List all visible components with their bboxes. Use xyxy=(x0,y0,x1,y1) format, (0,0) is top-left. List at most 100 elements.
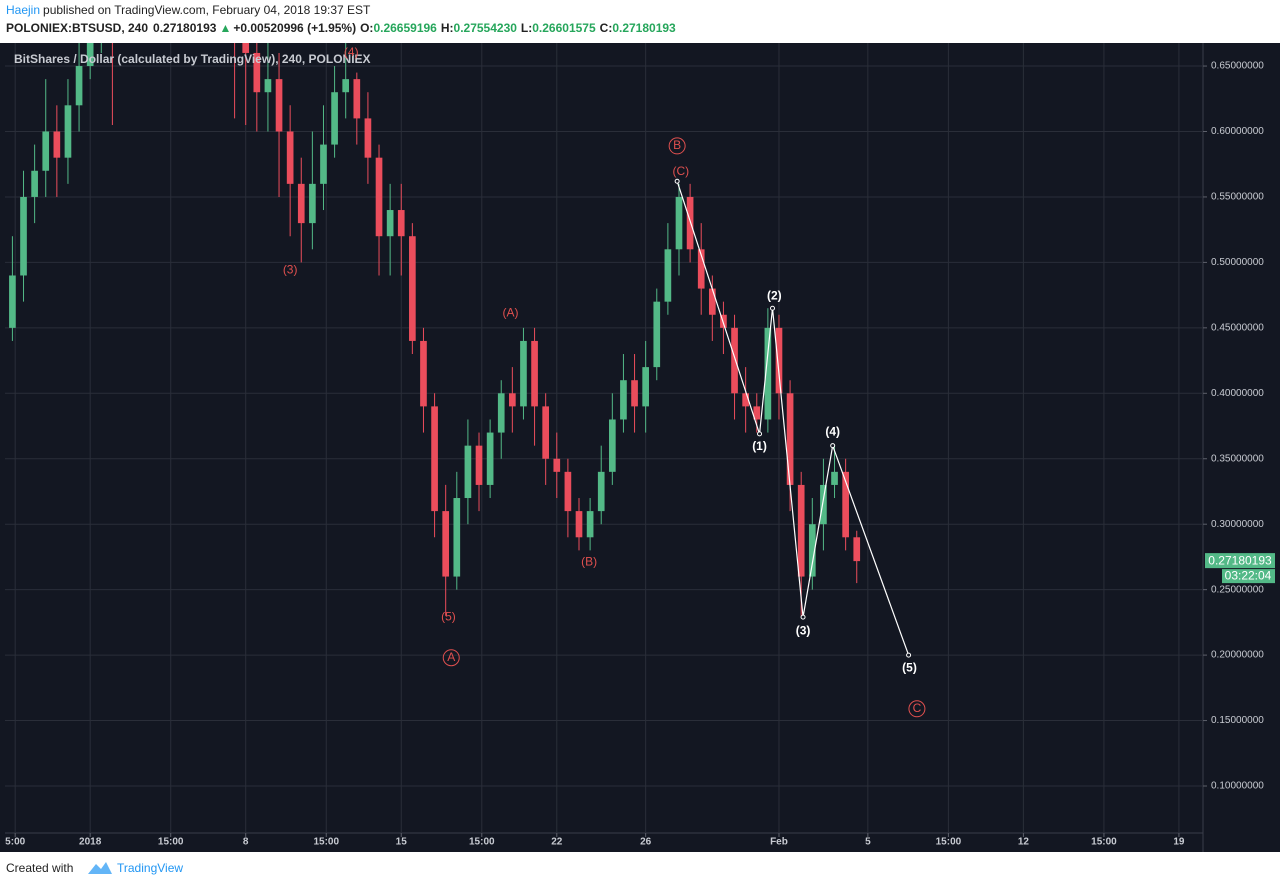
y-tick-label: 0.20000000 xyxy=(1211,650,1264,661)
annotation: (A) xyxy=(502,306,518,320)
candle-body xyxy=(264,79,272,93)
candle-body xyxy=(620,380,627,420)
candle-body xyxy=(9,275,16,328)
last-price: 0.27180193 xyxy=(153,21,217,35)
candle-body xyxy=(731,327,738,394)
symbol: POLONIEX:BTSUSD, 240 xyxy=(6,21,148,35)
annotation: (2) xyxy=(767,289,782,303)
candle-body xyxy=(697,249,705,289)
y-tick-label: 0.65000000 xyxy=(1211,61,1264,72)
y-tick-label: 0.35000000 xyxy=(1211,453,1264,464)
annotation-circle xyxy=(908,700,926,718)
y-tick-label: 0.15000000 xyxy=(1211,715,1264,726)
candle-body xyxy=(642,367,649,407)
author[interactable]: Haejin xyxy=(6,3,40,17)
price-label-box xyxy=(1205,553,1275,569)
candle-body xyxy=(242,43,250,53)
wave-point xyxy=(800,614,806,620)
annotation: (B) xyxy=(581,554,597,568)
candle-body xyxy=(64,105,72,158)
candle-body xyxy=(509,393,516,407)
chart-background xyxy=(0,43,1280,852)
candle-body xyxy=(120,0,127,1)
candle-body xyxy=(375,157,383,237)
wave-point xyxy=(674,178,680,184)
low-label: L: xyxy=(521,21,532,35)
header-line: Haejin published on TradingView.com, Febr… xyxy=(6,3,371,17)
candle-body xyxy=(831,471,838,485)
y-tick-label: 0.40000000 xyxy=(1211,388,1264,399)
candle-body xyxy=(297,183,305,224)
chart-title: BitShares / Dollar (calculated by Tradin… xyxy=(14,52,371,66)
x-tick-label: 22 xyxy=(551,837,563,848)
candle-body xyxy=(320,144,327,184)
candle-body xyxy=(431,406,438,512)
annotation-circle xyxy=(442,649,460,667)
x-tick-label: 26 xyxy=(640,837,652,848)
candle-body xyxy=(353,79,361,119)
x-tick-label: 19 xyxy=(1173,837,1185,848)
y-tick-label: 0.55000000 xyxy=(1211,192,1264,203)
candle-body xyxy=(442,511,450,577)
wave-point xyxy=(906,652,912,658)
candle-body xyxy=(553,458,561,472)
candle-body xyxy=(420,340,427,407)
y-tick-label: 0.25000000 xyxy=(1211,584,1264,595)
y-tick-label: 0.50000000 xyxy=(1211,257,1264,268)
x-tick-label: 8 xyxy=(243,837,249,848)
candle-body xyxy=(275,79,283,132)
annotation: (3) xyxy=(796,624,811,638)
x-tick-label: 5 xyxy=(865,837,871,848)
candle-body xyxy=(808,524,816,577)
annotation: C xyxy=(913,701,922,715)
candle-body xyxy=(497,393,505,433)
candle-body xyxy=(842,471,849,538)
candle-body xyxy=(309,183,316,224)
x-tick-label: 15:00 xyxy=(936,837,962,848)
candle-body xyxy=(109,0,116,1)
footer-created: Created with xyxy=(6,861,73,875)
annotation: A xyxy=(447,650,455,664)
countdown: 03:22:04 xyxy=(1225,568,1272,582)
candle-body xyxy=(397,210,405,237)
close-label: C: xyxy=(600,21,613,35)
annotation: B xyxy=(673,138,681,152)
countdown-box xyxy=(1222,569,1275,584)
candle-body xyxy=(775,327,783,394)
high-value: 0.27554230 xyxy=(454,21,518,35)
annotation: (5) xyxy=(902,660,917,674)
y-tick-label: 0.45000000 xyxy=(1211,322,1264,333)
candle-body xyxy=(575,511,583,538)
candle-body xyxy=(331,92,338,145)
candle-body xyxy=(786,393,794,485)
footer-brand[interactable]: TradingView xyxy=(117,861,183,875)
grid xyxy=(5,43,1207,837)
open-value: 0.26659196 xyxy=(373,21,437,35)
wave-point xyxy=(830,443,836,449)
x-tick-label: 2018 xyxy=(79,837,102,848)
candle-body xyxy=(820,484,827,525)
candle-body xyxy=(564,471,572,512)
annotation: (4) xyxy=(344,45,359,59)
x-tick-label: 5:00 xyxy=(5,837,25,848)
x-tick-label: 15:00 xyxy=(469,837,495,848)
candle-body xyxy=(253,52,261,93)
candle-body xyxy=(753,406,761,420)
candle-body xyxy=(586,511,594,538)
candle-body xyxy=(453,498,461,577)
candle-body xyxy=(286,131,294,184)
candle-body xyxy=(42,131,50,171)
price-label: 0.27180193 xyxy=(1208,553,1272,567)
candle-body xyxy=(464,445,472,499)
candle-body xyxy=(664,249,672,302)
annotation: (3) xyxy=(283,262,298,276)
arrow: ▲ xyxy=(219,21,231,35)
y-tick-label: 0.60000000 xyxy=(1211,126,1264,137)
annotation: (1) xyxy=(752,439,767,453)
candle-body xyxy=(20,196,27,276)
open-label: O: xyxy=(360,21,373,35)
x-tick-label: Feb xyxy=(770,837,788,848)
x-tick-label: 15:00 xyxy=(1091,837,1117,848)
x-tick-label: 15:00 xyxy=(158,837,184,848)
